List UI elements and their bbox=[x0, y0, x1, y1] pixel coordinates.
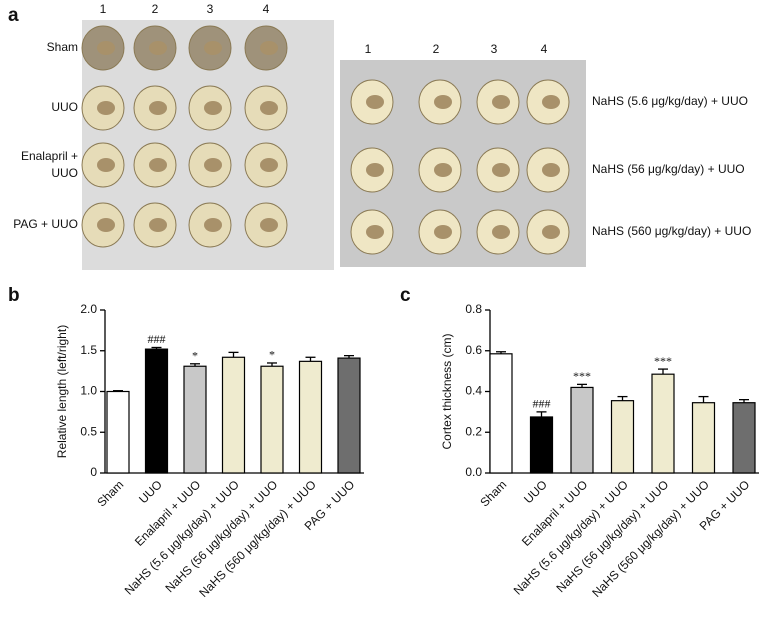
x-tick-label: UUO bbox=[521, 477, 550, 506]
panel-letter: b bbox=[8, 285, 20, 306]
bar bbox=[489, 353, 513, 474]
kidney-hilum bbox=[366, 225, 384, 239]
x-tick-label: UUO bbox=[136, 477, 165, 506]
kidney-hilum bbox=[260, 101, 278, 115]
bar bbox=[106, 390, 130, 474]
kidney-hilum bbox=[204, 41, 222, 55]
kidney-hilum bbox=[492, 163, 510, 177]
kidney-hilum bbox=[149, 101, 167, 115]
bar bbox=[610, 400, 635, 474]
kidney-hilum bbox=[260, 218, 278, 232]
column-number: 3 bbox=[491, 42, 498, 56]
significance-mark: ### bbox=[148, 332, 166, 346]
x-tick-label: Enalapril + UUO bbox=[132, 477, 203, 548]
bar bbox=[260, 365, 284, 474]
row-label: NaHS (56 μg/kg/day) + UUO bbox=[592, 162, 745, 176]
kidney-hilum bbox=[492, 95, 510, 109]
column-number: 2 bbox=[152, 2, 159, 16]
column-number: 2 bbox=[433, 42, 440, 56]
y-tick-label: 0.0 bbox=[465, 465, 482, 479]
panel-letter: a bbox=[8, 5, 19, 26]
y-tick-label: 0.2 bbox=[465, 424, 482, 438]
kidney-hilum bbox=[204, 101, 222, 115]
kidney-hilum bbox=[97, 158, 115, 172]
bar bbox=[337, 357, 361, 474]
y-tick-label: 0.8 bbox=[465, 302, 482, 316]
kidney-hilum bbox=[542, 225, 560, 239]
y-tick-label: 0 bbox=[90, 465, 97, 479]
kidney-hilum bbox=[149, 158, 167, 172]
y-tick-label: 0.4 bbox=[465, 384, 482, 398]
significance-mark: *** bbox=[573, 369, 591, 383]
y-tick-label: 1.5 bbox=[80, 343, 97, 357]
kidney-hilum bbox=[97, 218, 115, 232]
kidney-hilum bbox=[542, 163, 560, 177]
bar bbox=[732, 402, 756, 474]
significance-mark: *** bbox=[654, 354, 672, 368]
y-axis-title: Relative length (left/right) bbox=[55, 325, 69, 458]
bar bbox=[691, 402, 716, 474]
x-tick-label: Sham bbox=[94, 477, 126, 509]
bar bbox=[221, 356, 246, 474]
y-tick-label: 2.0 bbox=[80, 302, 97, 316]
kidney-hilum bbox=[204, 218, 222, 232]
column-number: 4 bbox=[263, 2, 270, 16]
row-label: NaHS (560 μg/kg/day) + UUO bbox=[592, 224, 751, 238]
kidney-hilum bbox=[434, 163, 452, 177]
kidney-hilum bbox=[97, 101, 115, 115]
bar bbox=[570, 386, 594, 474]
kidney-hilum bbox=[260, 158, 278, 172]
kidney-hilum bbox=[434, 95, 452, 109]
kidney-hilum bbox=[149, 41, 167, 55]
column-number: 1 bbox=[365, 42, 372, 56]
x-tick-label: Sham bbox=[477, 477, 509, 509]
significance-mark: * bbox=[269, 348, 275, 362]
row-label: NaHS (5.6 μg/kg/day) + UUO bbox=[592, 94, 748, 108]
kidney-hilum bbox=[149, 218, 167, 232]
panel-letter: c bbox=[400, 285, 411, 306]
significance-mark: ### bbox=[533, 397, 551, 411]
kidney-hilum bbox=[366, 95, 384, 109]
kidney-hilum bbox=[492, 225, 510, 239]
row-label: Sham bbox=[47, 40, 78, 54]
y-tick-label: 0.6 bbox=[465, 343, 482, 357]
kidney-hilum bbox=[204, 158, 222, 172]
bar bbox=[651, 373, 675, 474]
bar bbox=[183, 365, 207, 474]
y-axis-title: Cortex thickness (cm) bbox=[440, 333, 454, 449]
kidney-hilum bbox=[97, 41, 115, 55]
y-tick-label: 0.5 bbox=[80, 424, 97, 438]
row-label: UUO bbox=[51, 100, 78, 114]
row-label: PAG + UUO bbox=[13, 217, 78, 231]
row-label: Enalapril + UUO bbox=[21, 149, 78, 180]
bar bbox=[529, 416, 554, 474]
kidney-hilum bbox=[260, 41, 278, 55]
kidney-hilum bbox=[542, 95, 560, 109]
significance-mark: * bbox=[192, 349, 198, 363]
column-number: 4 bbox=[541, 42, 548, 56]
column-number: 1 bbox=[100, 2, 107, 16]
bar bbox=[144, 348, 169, 474]
kidney-hilum bbox=[434, 225, 452, 239]
column-number: 3 bbox=[207, 2, 214, 16]
kidney-hilum bbox=[366, 163, 384, 177]
y-tick-label: 1.0 bbox=[80, 384, 97, 398]
bar bbox=[298, 360, 323, 474]
